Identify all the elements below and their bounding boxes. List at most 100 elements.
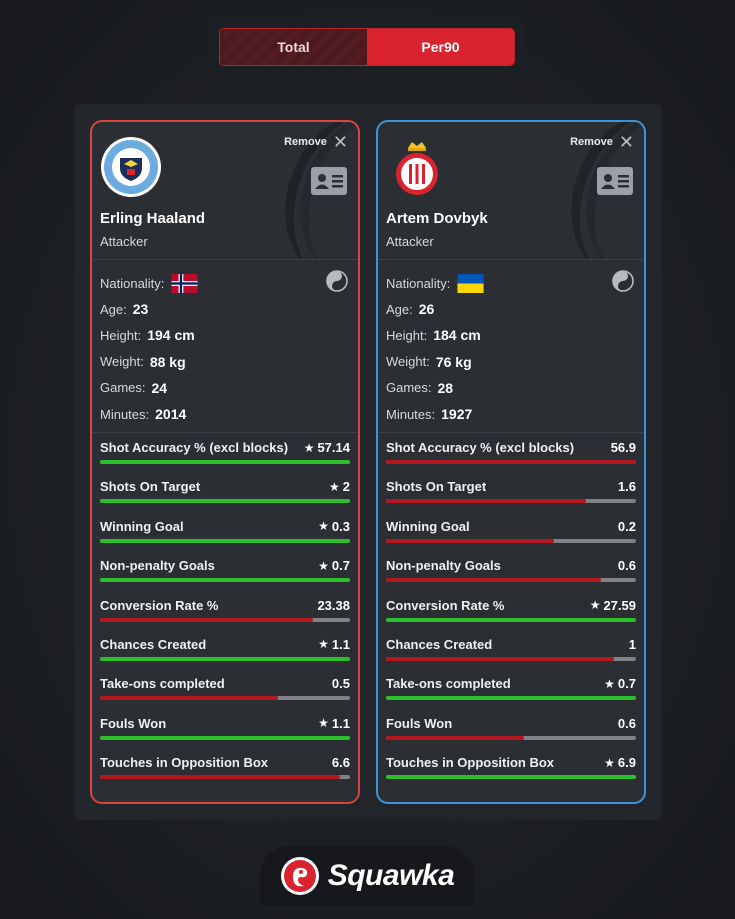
stat-bar-fill <box>100 617 313 622</box>
age-value: 26 <box>418 301 435 318</box>
stat-bar <box>100 775 350 780</box>
stat-value: 0.5 <box>332 676 350 691</box>
stat-value: ★ 1.1 <box>318 637 350 652</box>
height-row: Height: 194 cm <box>100 322 350 348</box>
stat-row: Chances Created ★ 1.1 <box>100 630 350 669</box>
stat-number: 1.1 <box>331 715 350 731</box>
star-icon: ★ <box>318 558 329 573</box>
stat-label: Winning Goal <box>100 518 184 534</box>
stat-number: 6.6 <box>331 755 350 771</box>
stat-value: 6.6 <box>332 755 350 770</box>
stat-bar <box>386 696 636 701</box>
stat-label: Take-ons completed <box>100 676 225 692</box>
stat-value: 1.6 <box>618 479 636 494</box>
height-row: Height: 184 cm <box>386 322 636 348</box>
stat-number: 0.7 <box>617 676 636 692</box>
stat-label: Conversion Rate % <box>100 597 219 613</box>
player-position: Attacker <box>386 234 434 249</box>
view-toggle-group: Total Per90 <box>219 28 515 66</box>
games-value: 24 <box>151 379 168 396</box>
stat-bar <box>100 538 350 543</box>
brand-name: Squawka <box>327 859 455 892</box>
stat-value: ★ 2 <box>329 479 350 494</box>
yin-yang-icon[interactable] <box>612 270 634 292</box>
stat-bar <box>100 460 350 464</box>
remove-label: Remove <box>570 136 613 148</box>
nationality-label: Nationality: <box>386 275 451 291</box>
player-name: Artem Dovbyk <box>386 210 488 227</box>
yin-yang-icon[interactable] <box>326 270 348 292</box>
player-card-dovbyk: Remove ✕ Artem Dovbyk Attacker Nationali… <box>376 120 646 804</box>
stat-bar-fill <box>386 696 636 701</box>
manchester-city-crest-icon <box>101 137 161 197</box>
tab-total[interactable]: Total <box>220 29 367 65</box>
stat-row: Take-ons completed ★ 0.7 <box>386 669 636 708</box>
minutes-label: Minutes: <box>386 406 436 422</box>
stat-label: Fouls Won <box>386 715 453 731</box>
stat-row: Non-penalty Goals ★ 0.7 <box>100 551 350 590</box>
minutes-row: Minutes: 2014 <box>100 401 350 427</box>
norway-flag-icon <box>171 273 198 293</box>
weight-row: Weight: 88 kg <box>100 349 350 375</box>
remove-button[interactable]: Remove ✕ <box>284 132 348 152</box>
nationality-row: Nationality: <box>386 270 636 296</box>
games-row: Games: 24 <box>100 375 350 401</box>
stat-row: Touches in Opposition Box 6.6 <box>100 748 350 787</box>
player-info: Nationality: Age: 26 Height: 184 cm Weight… <box>378 260 644 433</box>
stat-bar-fill <box>386 735 524 740</box>
stat-bar <box>100 578 350 583</box>
minutes-value: 2014 <box>155 406 187 423</box>
close-icon: ✕ <box>332 132 348 152</box>
stat-bar-fill <box>100 775 340 780</box>
stat-label: Chances Created <box>100 636 207 652</box>
id-card-icon[interactable] <box>596 166 634 196</box>
age-label: Age: <box>100 301 127 317</box>
age-value: 23 <box>132 301 149 318</box>
stat-number: 0.3 <box>331 518 350 534</box>
stat-label: Shot Accuracy % (excl blocks) <box>100 440 289 455</box>
stats-list: Shot Accuracy % (excl blocks) ★ 57.14 Shots… <box>92 433 358 788</box>
stat-number: 56.9 <box>610 440 636 455</box>
stat-bar-fill <box>100 538 350 543</box>
stat-bar-fill <box>100 460 350 464</box>
stat-label: Shots On Target <box>100 479 201 495</box>
star-icon: ★ <box>318 519 329 534</box>
player-card-haaland: Remove ✕ Erling Haaland Attacker Nationa… <box>90 120 360 804</box>
stat-number: 0.7 <box>331 558 350 574</box>
stat-value: ★ 0.7 <box>604 676 636 691</box>
stat-bar <box>386 538 636 543</box>
tab-per90[interactable]: Per90 <box>367 29 514 65</box>
stat-bar <box>386 775 636 780</box>
stat-row: Take-ons completed 0.5 <box>100 669 350 708</box>
stat-label: Shots On Target <box>386 479 487 495</box>
stat-row: Fouls Won ★ 1.1 <box>100 709 350 748</box>
remove-button[interactable]: Remove ✕ <box>570 132 634 152</box>
stat-number: 2 <box>342 479 350 495</box>
stat-number: 27.59 <box>603 597 636 613</box>
stat-label: Fouls Won <box>100 715 167 731</box>
stat-value: 56.9 <box>611 440 636 455</box>
ukraine-flag-icon <box>457 273 484 293</box>
stat-bar-fill <box>100 696 278 701</box>
stat-bar-fill <box>386 460 636 464</box>
comparison-panel: Remove ✕ Erling Haaland Attacker Nationa… <box>74 104 662 820</box>
player-card-header: Remove ✕ Artem Dovbyk Attacker <box>378 122 644 260</box>
stat-bar <box>386 578 636 583</box>
close-icon: ✕ <box>618 132 634 152</box>
stat-bar <box>100 499 350 504</box>
stat-value: 0.2 <box>618 519 636 534</box>
stat-row: Winning Goal 0.2 <box>386 512 636 551</box>
star-icon: ★ <box>318 716 329 731</box>
stat-value: 0.6 <box>618 716 636 731</box>
stat-row: Non-penalty Goals 0.6 <box>386 551 636 590</box>
stat-number: 0.6 <box>617 715 636 731</box>
stat-bar-fill <box>386 538 554 543</box>
stat-bar-fill <box>386 617 636 622</box>
brand-footer: Squawka <box>260 846 474 906</box>
age-row: Age: 26 <box>386 296 636 322</box>
games-value: 28 <box>437 379 454 396</box>
id-card-icon[interactable] <box>310 166 348 196</box>
girona-crest-icon <box>396 142 438 195</box>
stat-bar <box>100 617 350 622</box>
nationality-row: Nationality: <box>100 270 350 296</box>
